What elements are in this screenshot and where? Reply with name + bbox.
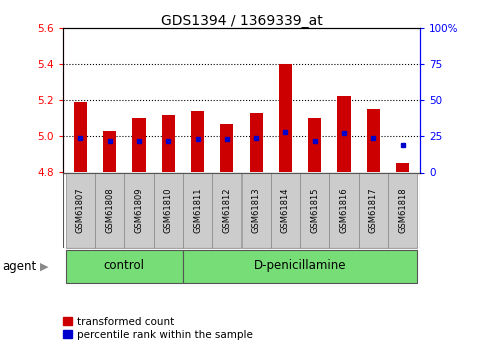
Bar [95,172,124,248]
Bar [154,172,183,248]
Bar [308,118,321,172]
Bar [212,172,242,248]
Text: GSM61809: GSM61809 [134,188,143,233]
Bar [359,172,388,248]
Text: GSM61813: GSM61813 [252,188,261,233]
Bar [183,250,417,283]
Bar [103,131,116,172]
Bar [338,96,351,172]
Text: GSM61818: GSM61818 [398,188,407,233]
Text: GSM61815: GSM61815 [310,188,319,233]
Bar [132,118,145,172]
Text: GSM61810: GSM61810 [164,188,173,233]
Bar [367,109,380,172]
Bar [66,172,95,248]
Bar [162,115,175,172]
Bar [329,172,359,248]
Text: GDS1394 / 1369339_at: GDS1394 / 1369339_at [161,14,322,28]
Text: agent: agent [2,260,37,273]
Bar [191,111,204,172]
Bar [388,172,417,248]
Bar [271,172,300,248]
Bar [300,172,329,248]
Legend: transformed count, percentile rank within the sample: transformed count, percentile rank withi… [63,317,253,340]
Text: GSM61814: GSM61814 [281,188,290,233]
Bar [66,250,183,283]
Text: D-penicillamine: D-penicillamine [254,259,346,272]
Bar [220,124,233,172]
Text: GSM61811: GSM61811 [193,188,202,233]
Bar [279,64,292,172]
Text: GSM61808: GSM61808 [105,188,114,233]
Bar [396,164,409,172]
Bar [242,172,271,248]
Bar [124,172,154,248]
Bar [183,172,212,248]
Text: control: control [104,259,145,272]
Text: GSM61816: GSM61816 [340,188,349,233]
Bar [250,113,263,172]
Text: GSM61807: GSM61807 [76,188,85,233]
Bar [74,102,87,172]
Text: GSM61817: GSM61817 [369,188,378,233]
Text: GSM61812: GSM61812 [222,188,231,233]
Text: ▶: ▶ [40,262,48,272]
